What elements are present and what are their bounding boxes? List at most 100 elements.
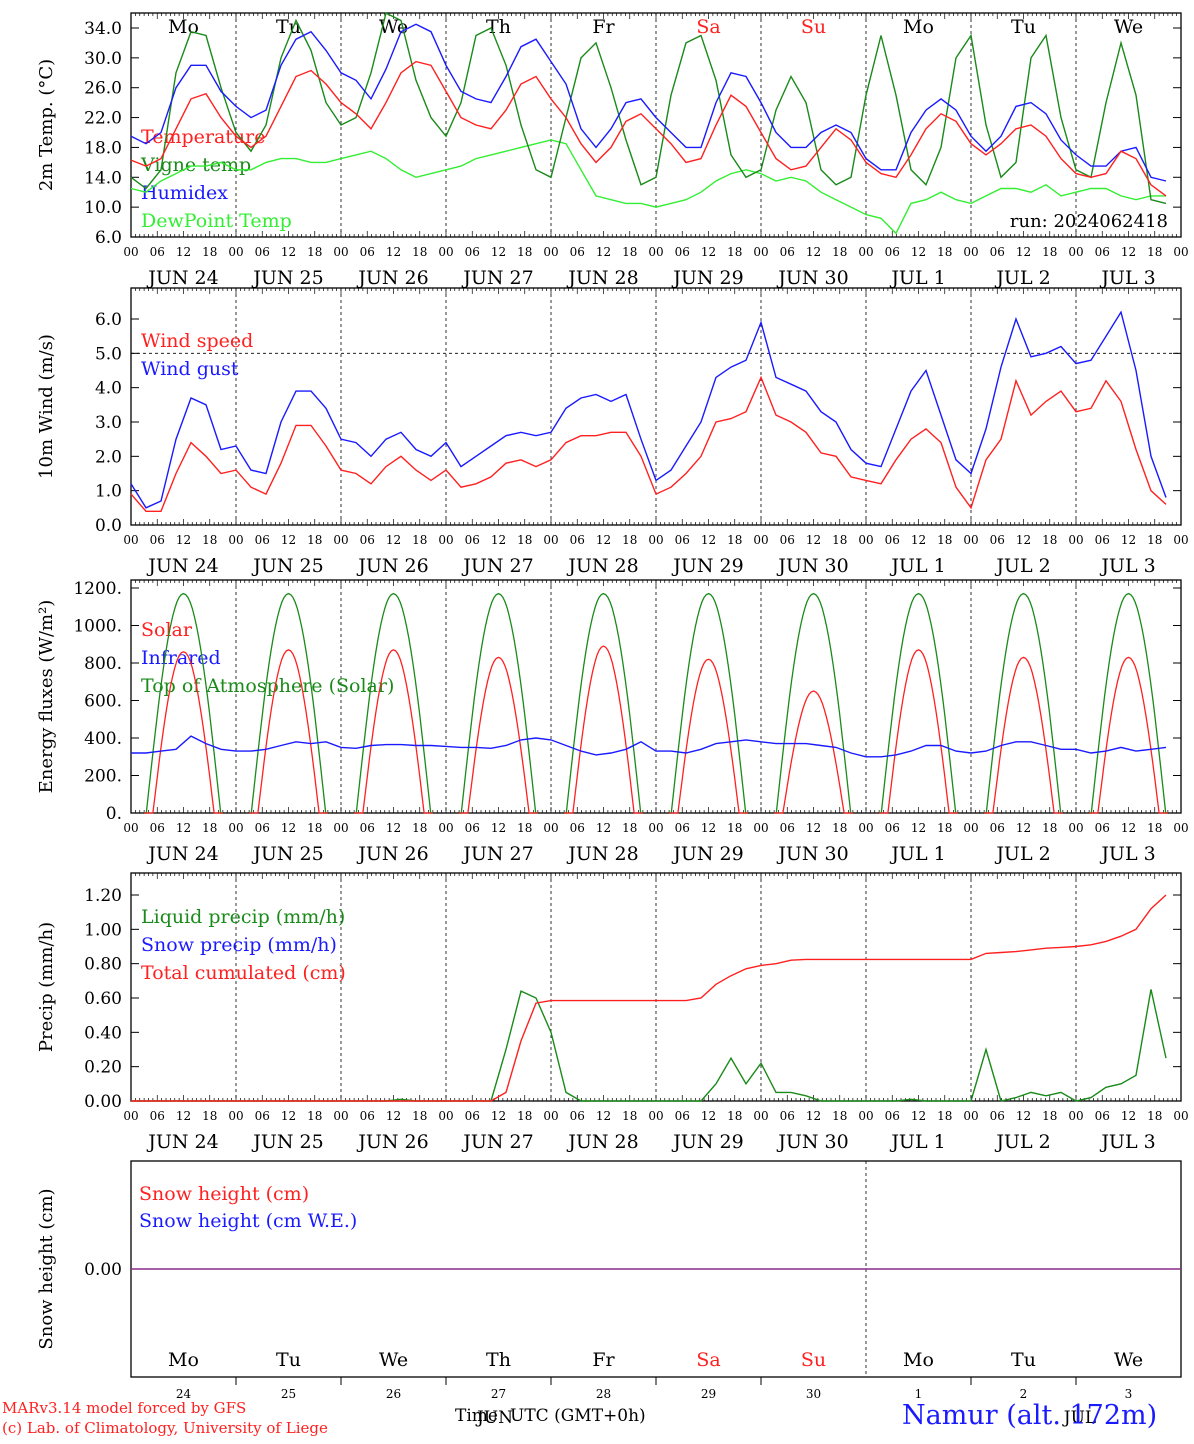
station-label: Namur (alt. 172m) — [902, 1400, 1158, 1431]
hour-tick-label: 12 — [176, 821, 191, 835]
hour-tick-label: 18 — [622, 1109, 637, 1123]
y-tick-label: 400. — [84, 729, 122, 749]
date-label: JUN 30 — [776, 267, 848, 289]
series-solar — [564, 645, 643, 814]
hour-tick-label: 00 — [753, 533, 768, 547]
hour-tick-label: 18 — [937, 533, 952, 547]
hour-tick-label: 12 — [1121, 821, 1136, 835]
hour-tick-label: 06 — [570, 245, 585, 259]
y-tick-label: 1.00 — [84, 920, 122, 940]
series-humidex — [130, 23, 1167, 182]
hour-tick-label: 00 — [1068, 533, 1083, 547]
hour-tick-label: 12 — [386, 245, 401, 259]
run-annotation: run: 2024062418 — [1010, 211, 1168, 232]
legend-label: Temperature — [141, 126, 265, 148]
hour-tick-label: 18 — [412, 533, 427, 547]
date-label: JUN 29 — [671, 555, 743, 577]
top-day-name: Tu — [1011, 16, 1036, 38]
series-toa-solar — [249, 592, 328, 814]
y-tick-label: 34.0 — [84, 19, 122, 39]
y-tick-label: 0.00 — [84, 1260, 122, 1280]
hour-tick-label: 12 — [491, 533, 506, 547]
y-tick-label: 600. — [84, 692, 122, 712]
hour-tick-label: 18 — [307, 533, 322, 547]
hour-tick-label: 00 — [753, 245, 768, 259]
hour-tick-label: 00 — [753, 821, 768, 835]
y-tick-label: 0.20 — [84, 1058, 122, 1078]
hour-tick-label: 00 — [648, 1109, 663, 1123]
legend-label: Solar — [141, 619, 193, 641]
hour-tick-label: 00 — [438, 1109, 453, 1123]
hour-tick-label: 12 — [806, 1109, 821, 1123]
date-label: JUN 29 — [671, 267, 743, 289]
series-solar — [354, 649, 433, 814]
bottom-day-number: 26 — [386, 1387, 401, 1401]
bottom-day-name: We — [1114, 1349, 1143, 1371]
hour-tick-label: 12 — [281, 533, 296, 547]
hour-tick-label: 18 — [412, 1109, 427, 1123]
date-label: JUN 28 — [566, 267, 638, 289]
date-label: JUN 24 — [146, 267, 218, 289]
date-label: JUN 30 — [776, 555, 848, 577]
top-day-name: We — [379, 16, 408, 38]
date-label: JUN 25 — [251, 843, 323, 865]
hour-tick-label: 18 — [202, 245, 217, 259]
legend-label: Liquid precip (mm/h) — [141, 906, 345, 928]
series-solar — [1089, 656, 1168, 814]
y-tick-label: 0.00 — [84, 1092, 122, 1112]
hour-tick-label: 12 — [386, 533, 401, 547]
y-tick-label: 0.0 — [95, 516, 122, 536]
top-day-name: Fr — [592, 16, 615, 38]
bottom-month-label: JUN — [475, 1408, 513, 1428]
hour-tick-label: 18 — [1042, 821, 1057, 835]
hour-tick-label: 12 — [1016, 821, 1031, 835]
hour-tick-label: 18 — [1147, 533, 1162, 547]
hour-tick-label: 06 — [570, 1109, 585, 1123]
date-label: JUN 27 — [461, 267, 533, 289]
date-label: JUN 25 — [251, 555, 323, 577]
hour-tick-label: 00 — [753, 1109, 768, 1123]
hour-tick-label: 00 — [333, 533, 348, 547]
date-label: JUN 27 — [461, 843, 533, 865]
hour-tick-label: 12 — [176, 1109, 191, 1123]
date-label: JUL 2 — [994, 555, 1050, 577]
hour-tick-label: 00 — [858, 533, 873, 547]
hour-tick-label: 18 — [622, 245, 637, 259]
y-tick-label: 0.80 — [84, 955, 122, 975]
hour-tick-label: 18 — [307, 245, 322, 259]
y-tick-label: 3.0 — [95, 413, 122, 433]
date-label: JUN 24 — [146, 843, 218, 865]
bottom-day-name: Su — [801, 1349, 826, 1371]
hour-tick-label: 06 — [1095, 821, 1110, 835]
hour-tick-label: 18 — [937, 821, 952, 835]
date-label: JUN 29 — [671, 843, 743, 865]
hour-tick-label: 06 — [885, 245, 900, 259]
hour-tick-label: 12 — [491, 1109, 506, 1123]
hour-tick-label: 12 — [281, 1109, 296, 1123]
series-toa-solar — [1089, 592, 1168, 814]
date-label: JUL 1 — [889, 1131, 945, 1153]
hour-tick-label: 12 — [1121, 533, 1136, 547]
y-tick-label: 1.20 — [84, 886, 122, 906]
series-solar — [774, 690, 853, 814]
date-label: JUL 2 — [994, 267, 1050, 289]
series-toa-solar — [984, 592, 1063, 814]
bottom-day-name: Sa — [696, 1349, 720, 1371]
date-label: JUN 25 — [251, 267, 323, 289]
hour-tick-label: 00 — [858, 1109, 873, 1123]
y-tick-label: 2.0 — [95, 447, 122, 467]
hour-tick-label: 12 — [701, 1109, 716, 1123]
hour-tick-label: 18 — [727, 533, 742, 547]
hour-tick-label: 18 — [307, 1109, 322, 1123]
hour-tick-label: 18 — [517, 533, 532, 547]
hour-tick-label: 00 — [438, 533, 453, 547]
series-solar — [249, 649, 328, 814]
y-tick-label: 6.0 — [95, 310, 122, 330]
hour-tick-label: 12 — [806, 821, 821, 835]
legend-label: Snow precip (mm/h) — [141, 934, 337, 956]
y-tick-label: 14.0 — [84, 168, 122, 188]
hour-tick-label: 06 — [360, 1109, 375, 1123]
top-day-name: We — [1114, 16, 1143, 38]
hour-tick-label: 18 — [1147, 821, 1162, 835]
y-tick-label: 22.0 — [84, 109, 122, 129]
